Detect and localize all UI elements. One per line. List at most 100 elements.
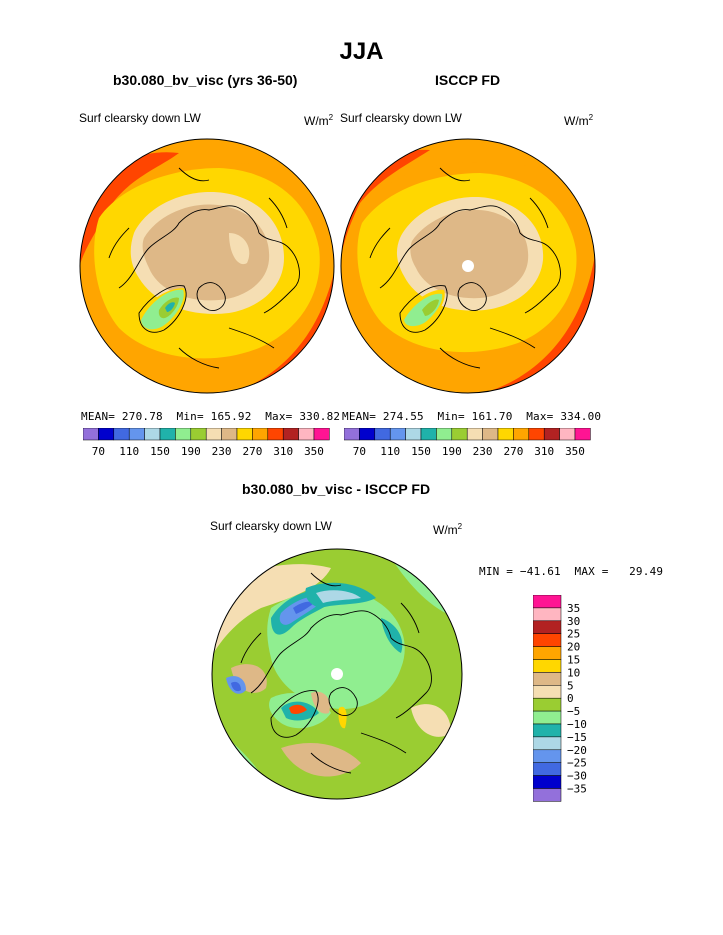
panel3-colorbar-tick-label: 10 — [567, 666, 580, 679]
panel3-colorbar-swatch — [533, 646, 562, 660]
panel1-stats: MEAN= 270.78 Min= 165.92 Max= 330.82 — [81, 410, 341, 423]
panel3-colorbar-swatch — [533, 775, 562, 789]
panel1-units-base: W/m — [304, 114, 329, 128]
panel1-colorbar-swatch — [252, 428, 269, 441]
panel1-colorbar-tick-label: 350 — [304, 445, 324, 458]
figure-title: JJA — [339, 38, 384, 65]
panel2-colorbar-swatch — [543, 428, 560, 441]
panel3-colorbar-tick-label: 20 — [567, 641, 580, 654]
panel2-stats: MEAN= 274.55 Min= 161.70 Max= 334.00 — [342, 410, 602, 423]
panel1-colorbar-swatch — [282, 428, 299, 441]
panel3-colorbar-tick-label: 5 — [567, 679, 574, 692]
panel2-colorbar-tick-label: 190 — [442, 445, 462, 458]
panel1-colorbar-swatch — [159, 428, 176, 441]
panel3-colorbar-tick-label: −20 — [567, 744, 587, 757]
panel3-colorbar-swatch — [533, 620, 562, 634]
panel3-colorbar-swatch — [533, 749, 562, 763]
panel1-units-exp: 2 — [328, 113, 334, 122]
panel1-colorbar-tick-label: 150 — [150, 445, 170, 458]
panel3-colorbar-swatch — [533, 633, 562, 647]
panel3-colorbar-swatch — [533, 697, 562, 712]
panel2-colorbar: 70 110 150 190 230 270 310 350 — [344, 428, 591, 458]
panel3-colorbar-swatch — [533, 723, 562, 738]
panel1-colorbar-tick-label: 70 — [92, 445, 105, 458]
panel3-units-base: W/m — [433, 523, 458, 537]
panel2-colorbar-swatch — [513, 428, 530, 441]
panel1-colorbar-tick-label: 110 — [119, 445, 139, 458]
panel3-colorbar-tick-label: −35 — [567, 783, 587, 796]
panel1-colorbar-swatch — [113, 428, 130, 441]
panel1-colorbar-tick-label: 270 — [242, 445, 262, 458]
panel3-colorbar-swatch — [533, 736, 562, 751]
panel3-colorbar-swatch — [533, 659, 562, 673]
panel2-colorbar-swatch — [359, 428, 376, 441]
panel2-colorbar-swatch — [497, 428, 514, 441]
panel2-colorbar-swatch — [405, 428, 422, 441]
panel3-colorbar-swatch — [533, 672, 562, 686]
panel3-colorbar-swatch — [533, 788, 562, 802]
panel2-colorbar-swatch — [374, 428, 391, 441]
panel2-variable: Surf clearsky down LW — [340, 111, 462, 125]
panel1-title: b30.080_bv_visc (yrs 36-50) — [113, 72, 298, 88]
panel1-colorbar-swatch — [190, 428, 207, 441]
panel2-colorbar-swatch — [389, 428, 406, 441]
panel3-units: W/m2 — [433, 522, 462, 537]
panel3-map — [211, 548, 463, 800]
panel2-colorbar-tick-label: 230 — [473, 445, 493, 458]
panel2-colorbar-swatch — [466, 428, 483, 441]
panel2-colorbar-swatch — [482, 428, 499, 441]
panel1-colorbar-tick-label: 190 — [181, 445, 201, 458]
panel1-map — [79, 138, 335, 394]
panel3-colorbar-swatch — [533, 607, 562, 622]
panel1-colorbar-swatch — [205, 428, 222, 441]
panel2-colorbar-swatch — [574, 428, 591, 441]
panel1-colorbar-swatch — [83, 428, 99, 441]
panel3-colorbar-tick-label: −15 — [567, 731, 587, 744]
panel1-colorbar-tick-label: 230 — [212, 445, 232, 458]
panel1-colorbar-swatch — [98, 428, 115, 441]
panel1-colorbar-swatch — [128, 428, 145, 441]
panel1-colorbar-swatch — [221, 428, 238, 441]
panel1-units: W/m2 — [304, 113, 333, 128]
panel3-colorbar-tick-label: −5 — [567, 705, 580, 718]
panel2-colorbar-swatch — [451, 428, 468, 441]
panel3-colorbar-tick-label: 25 — [567, 628, 580, 641]
panel3-colorbar-tick-label: 15 — [567, 654, 580, 667]
panel2-colorbar-tick-label: 70 — [353, 445, 366, 458]
panel2-units-exp: 2 — [588, 113, 594, 122]
panel2-units-base: W/m — [564, 114, 589, 128]
panel3-colorbar-swatch — [533, 685, 562, 699]
panel1-colorbar: 70 110 150 190 230 270 310 350 — [83, 428, 330, 458]
panel2-colorbar-swatch — [420, 428, 437, 441]
panel3-units-exp: 2 — [457, 522, 463, 531]
panel1-colorbar-tick-label: 310 — [273, 445, 293, 458]
panel2-colorbar-tick-label: 270 — [503, 445, 523, 458]
panel2-colorbar-tick-label: 110 — [380, 445, 400, 458]
panel3-colorbar-tick-label: −10 — [567, 718, 587, 731]
panel1-colorbar-swatch — [267, 428, 284, 441]
panel2-colorbar-tick-label: 150 — [411, 445, 431, 458]
panel2-units: W/m2 — [564, 113, 593, 128]
panel1-colorbar-swatch — [236, 428, 253, 441]
panel2-colorbar-swatch — [344, 428, 360, 441]
panel3-colorbar-swatch — [533, 762, 562, 776]
panel3-title: b30.080_bv_visc - ISCCP FD — [242, 481, 431, 497]
panel2-colorbar-tick-label: 350 — [565, 445, 585, 458]
panel1-variable: Surf clearsky down LW — [79, 111, 201, 125]
panel2-colorbar-swatch — [436, 428, 453, 441]
panel3-variable: Surf clearsky down LW — [210, 519, 332, 533]
panel2-colorbar-tick-label: 310 — [534, 445, 554, 458]
panel2-map — [340, 138, 596, 394]
panel3-colorbar-tick-label: −25 — [567, 757, 587, 770]
panel3-colorbar-tick-label: 0 — [567, 692, 574, 705]
panel2-title: ISCCP FD — [435, 72, 501, 88]
panel3-colorbar-swatch — [533, 710, 562, 725]
panel3-stats: MIN = −41.61 MAX = 29.49 — [479, 565, 664, 578]
panel3-colorbar-tick-label: −30 — [567, 770, 587, 783]
panel1-colorbar-swatch — [313, 428, 330, 441]
panel2-colorbar-swatch — [528, 428, 545, 441]
panel1-colorbar-swatch — [144, 428, 161, 441]
panel1-colorbar-swatch — [175, 428, 192, 441]
panel3-colorbar-tick-label: 30 — [567, 615, 580, 628]
